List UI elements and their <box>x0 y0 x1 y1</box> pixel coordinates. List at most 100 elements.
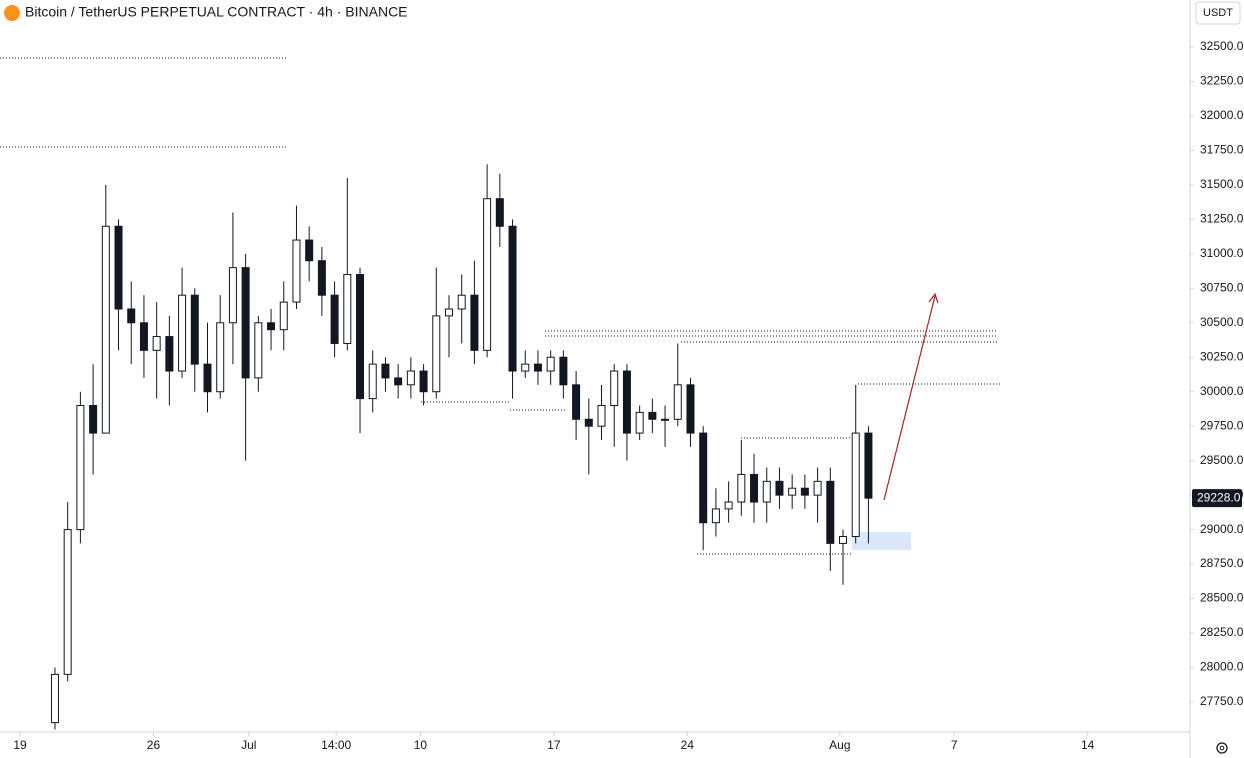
y-tick-label: 30500.0 <box>1200 315 1244 329</box>
candle-body <box>559 356 568 386</box>
x-tick-label: 17 <box>547 738 561 752</box>
candle-body <box>114 225 123 310</box>
candle-body <box>648 411 657 420</box>
gear[interactable] <box>1216 742 1228 754</box>
candle-body <box>406 370 415 386</box>
gear-center[interactable] <box>1219 745 1225 751</box>
candle-body <box>330 294 339 344</box>
candle-body <box>533 363 542 372</box>
y-tick-label: 29500.0 <box>1200 453 1244 467</box>
candle-body <box>89 405 98 434</box>
candle-body <box>241 267 250 379</box>
y-tick-label: 28250.0 <box>1200 625 1244 639</box>
candle-body <box>292 239 301 303</box>
candle-body <box>267 322 276 331</box>
candle-body <box>521 363 530 372</box>
candle-body <box>699 432 708 524</box>
candle-body <box>635 411 644 434</box>
x-tick-label: Jul <box>241 738 256 752</box>
y-tick-label: 31250.0 <box>1200 212 1244 226</box>
drawings <box>0 57 1000 555</box>
y-tick-label: 30000.0 <box>1200 384 1244 398</box>
y-tick-label: 28750.0 <box>1200 556 1244 570</box>
x-tick-label: 14:00 <box>321 738 351 752</box>
coin-icon <box>4 5 20 21</box>
candle-body <box>228 267 237 324</box>
candle-body <box>610 370 619 407</box>
candle-body <box>686 384 695 434</box>
x-tick-label: 10 <box>414 738 428 752</box>
y-tick-label: 31750.0 <box>1200 143 1244 157</box>
candle-body <box>546 356 555 372</box>
zone <box>852 532 911 550</box>
arrow <box>883 295 936 501</box>
x-tick-label: 14 <box>1081 738 1095 752</box>
y-tick-label: 30250.0 <box>1200 349 1244 363</box>
candle-body <box>279 301 288 331</box>
candle-body <box>317 260 326 296</box>
y-tick-label: 32250.0 <box>1200 74 1244 88</box>
candle-body <box>432 315 441 393</box>
candle-body <box>673 384 682 420</box>
currency-label[interactable]: USDT <box>1203 7 1233 19</box>
last-price-box <box>1192 489 1242 508</box>
candle-body <box>622 370 631 434</box>
candle-body <box>864 432 873 499</box>
candle-body <box>139 322 148 351</box>
y-tick-label: 32000.0 <box>1200 108 1244 122</box>
candle-body <box>368 363 377 400</box>
candle-body <box>737 473 746 503</box>
candle-body <box>50 673 59 724</box>
candle-body <box>457 294 466 310</box>
candle-body <box>343 274 352 344</box>
y-tick-label: 27750.0 <box>1200 694 1244 708</box>
candle-body <box>826 480 835 544</box>
candle-body <box>152 336 161 351</box>
y-tick-label: 28500.0 <box>1200 591 1244 605</box>
candle-body <box>216 322 225 393</box>
header: Bitcoin / TetherUS PERPETUAL CONTRACT · … <box>4 4 408 21</box>
x-tick-label: Aug <box>829 738 850 752</box>
candle-body <box>788 487 797 496</box>
candle-body <box>661 418 670 421</box>
y-tick-label: 30750.0 <box>1200 280 1244 294</box>
candle-body <box>572 384 581 420</box>
candle-body <box>851 432 860 537</box>
y-tick-label: 29750.0 <box>1200 418 1244 432</box>
candle-body <box>419 370 428 393</box>
candle-body <box>76 405 85 531</box>
arrow-head <box>928 292 939 304</box>
settings-icon[interactable] <box>1216 742 1228 754</box>
candle-body <box>597 405 606 427</box>
candle-body <box>190 294 199 365</box>
candle-body <box>101 225 110 434</box>
chart-title: Bitcoin / TetherUS PERPETUAL CONTRACT · … <box>25 4 408 20</box>
candle-body <box>724 501 733 510</box>
x-tick-label: 26 <box>147 738 161 752</box>
candle-body <box>584 418 593 427</box>
candle-body <box>254 322 263 379</box>
x-tick-label: 24 <box>681 738 695 752</box>
y-tick-label: 32500.0 <box>1200 39 1244 53</box>
y-tick-label: 31000.0 <box>1200 246 1244 260</box>
candle-body <box>381 363 390 379</box>
candle-body <box>127 308 136 324</box>
candle-body <box>63 529 72 675</box>
candle-body <box>394 377 403 386</box>
candle-body <box>839 535 848 544</box>
currency-button[interactable] <box>1195 1 1241 25</box>
candle-body <box>775 480 784 496</box>
y-tick-label: 31500.0 <box>1200 177 1244 191</box>
candles <box>50 164 873 730</box>
candle-body <box>483 198 492 351</box>
x-tick-label: 7 <box>951 738 958 752</box>
x-tick-label: 19 <box>13 738 27 752</box>
candle-body <box>800 487 809 496</box>
candle-body <box>711 508 720 524</box>
candle-body <box>470 294 479 351</box>
candle-body <box>305 239 314 262</box>
candle-body <box>508 225 517 372</box>
candle-body <box>813 480 822 496</box>
